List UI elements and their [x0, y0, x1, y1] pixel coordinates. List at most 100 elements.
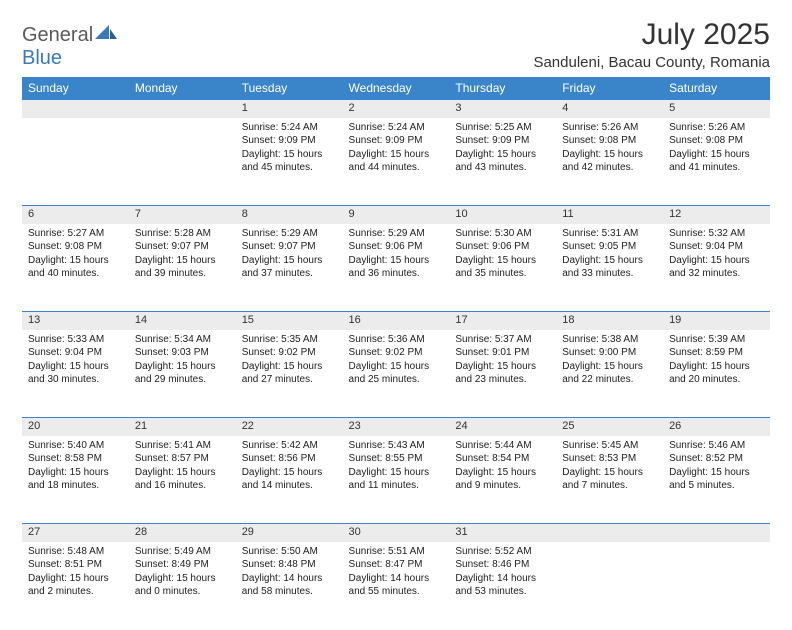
- daylight-line: Daylight: 15 hours and 43 minutes.: [455, 148, 550, 175]
- daylight-line: Daylight: 15 hours and 22 minutes.: [562, 360, 657, 387]
- day-content-cell: Sunrise: 5:31 AMSunset: 9:05 PMDaylight:…: [556, 224, 663, 312]
- sunset-line: Sunset: 8:54 PM: [455, 452, 550, 466]
- day-content-row: Sunrise: 5:24 AMSunset: 9:09 PMDaylight:…: [22, 118, 770, 206]
- sunset-line: Sunset: 8:57 PM: [135, 452, 230, 466]
- day-content-cell: Sunrise: 5:30 AMSunset: 9:06 PMDaylight:…: [449, 224, 556, 312]
- day-content-cell: [556, 542, 663, 630]
- sunrise-line: Sunrise: 5:24 AM: [242, 121, 337, 135]
- day-content-cell: Sunrise: 5:29 AMSunset: 9:07 PMDaylight:…: [236, 224, 343, 312]
- day-content-cell: Sunrise: 5:36 AMSunset: 9:02 PMDaylight:…: [343, 330, 450, 418]
- daylight-line: Daylight: 15 hours and 0 minutes.: [135, 572, 230, 599]
- day-number-cell: 28: [129, 524, 236, 542]
- sunset-line: Sunset: 8:46 PM: [455, 558, 550, 572]
- sunset-line: Sunset: 8:51 PM: [28, 558, 123, 572]
- daylight-line: Daylight: 15 hours and 14 minutes.: [242, 466, 337, 493]
- daylight-line: Daylight: 15 hours and 35 minutes.: [455, 254, 550, 281]
- day-content-cell: Sunrise: 5:52 AMSunset: 8:46 PMDaylight:…: [449, 542, 556, 630]
- sunset-line: Sunset: 9:02 PM: [242, 346, 337, 360]
- sunset-line: Sunset: 8:49 PM: [135, 558, 230, 572]
- day-number-cell: 26: [663, 418, 770, 436]
- sunset-line: Sunset: 8:59 PM: [669, 346, 764, 360]
- day-content-cell: Sunrise: 5:33 AMSunset: 9:04 PMDaylight:…: [22, 330, 129, 418]
- daylight-line: Daylight: 14 hours and 55 minutes.: [349, 572, 444, 599]
- day-content-cell: Sunrise: 5:46 AMSunset: 8:52 PMDaylight:…: [663, 436, 770, 524]
- sunrise-line: Sunrise: 5:32 AM: [669, 227, 764, 241]
- day-content-cell: Sunrise: 5:49 AMSunset: 8:49 PMDaylight:…: [129, 542, 236, 630]
- day-number-cell: [129, 100, 236, 118]
- sunrise-line: Sunrise: 5:51 AM: [349, 545, 444, 559]
- sunset-line: Sunset: 9:06 PM: [455, 240, 550, 254]
- sunset-line: Sunset: 9:02 PM: [349, 346, 444, 360]
- sunrise-line: Sunrise: 5:40 AM: [28, 439, 123, 453]
- day-content-cell: Sunrise: 5:48 AMSunset: 8:51 PMDaylight:…: [22, 542, 129, 630]
- sunrise-line: Sunrise: 5:39 AM: [669, 333, 764, 347]
- sunset-line: Sunset: 9:08 PM: [562, 134, 657, 148]
- day-content-cell: Sunrise: 5:41 AMSunset: 8:57 PMDaylight:…: [129, 436, 236, 524]
- weekday-header: Sunday: [22, 77, 129, 100]
- daylight-line: Daylight: 15 hours and 36 minutes.: [349, 254, 444, 281]
- sunset-line: Sunset: 8:52 PM: [669, 452, 764, 466]
- day-content-cell: Sunrise: 5:34 AMSunset: 9:03 PMDaylight:…: [129, 330, 236, 418]
- sunrise-line: Sunrise: 5:36 AM: [349, 333, 444, 347]
- day-number-cell: [663, 524, 770, 542]
- sunrise-line: Sunrise: 5:45 AM: [562, 439, 657, 453]
- daylight-line: Daylight: 15 hours and 39 minutes.: [135, 254, 230, 281]
- sunset-line: Sunset: 8:48 PM: [242, 558, 337, 572]
- calendar-table: SundayMondayTuesdayWednesdayThursdayFrid…: [22, 77, 770, 630]
- sunset-line: Sunset: 9:06 PM: [349, 240, 444, 254]
- logo-text-general: General: [22, 24, 93, 46]
- logo-text-blue: Blue: [22, 47, 62, 69]
- daylight-line: Daylight: 15 hours and 25 minutes.: [349, 360, 444, 387]
- sunrise-line: Sunrise: 5:27 AM: [28, 227, 123, 241]
- sunrise-line: Sunrise: 5:52 AM: [455, 545, 550, 559]
- sunrise-line: Sunrise: 5:28 AM: [135, 227, 230, 241]
- day-content-cell: Sunrise: 5:26 AMSunset: 9:08 PMDaylight:…: [663, 118, 770, 206]
- daylight-line: Daylight: 15 hours and 9 minutes.: [455, 466, 550, 493]
- daylight-line: Daylight: 15 hours and 41 minutes.: [669, 148, 764, 175]
- daylight-line: Daylight: 15 hours and 16 minutes.: [135, 466, 230, 493]
- sunset-line: Sunset: 9:07 PM: [135, 240, 230, 254]
- day-number-cell: 14: [129, 312, 236, 330]
- daylight-line: Daylight: 15 hours and 7 minutes.: [562, 466, 657, 493]
- day-number-cell: 1: [236, 100, 343, 118]
- sunset-line: Sunset: 9:00 PM: [562, 346, 657, 360]
- day-number-cell: 31: [449, 524, 556, 542]
- sunrise-line: Sunrise: 5:48 AM: [28, 545, 123, 559]
- daylight-line: Daylight: 15 hours and 23 minutes.: [455, 360, 550, 387]
- sunrise-line: Sunrise: 5:50 AM: [242, 545, 337, 559]
- daylight-line: Daylight: 15 hours and 33 minutes.: [562, 254, 657, 281]
- daylight-line: Daylight: 15 hours and 44 minutes.: [349, 148, 444, 175]
- day-number-cell: 3: [449, 100, 556, 118]
- day-content-cell: Sunrise: 5:43 AMSunset: 8:55 PMDaylight:…: [343, 436, 450, 524]
- sunrise-line: Sunrise: 5:34 AM: [135, 333, 230, 347]
- daylight-line: Daylight: 15 hours and 11 minutes.: [349, 466, 444, 493]
- day-number-cell: 6: [22, 206, 129, 224]
- day-number-cell: [22, 100, 129, 118]
- sunset-line: Sunset: 8:56 PM: [242, 452, 337, 466]
- day-content-row: Sunrise: 5:27 AMSunset: 9:08 PMDaylight:…: [22, 224, 770, 312]
- day-number-cell: 10: [449, 206, 556, 224]
- daylight-line: Daylight: 15 hours and 27 minutes.: [242, 360, 337, 387]
- day-number-cell: 13: [22, 312, 129, 330]
- day-number-cell: 9: [343, 206, 450, 224]
- day-number-cell: 22: [236, 418, 343, 436]
- weekday-header: Saturday: [663, 77, 770, 100]
- day-content-row: Sunrise: 5:33 AMSunset: 9:04 PMDaylight:…: [22, 330, 770, 418]
- day-content-cell: Sunrise: 5:51 AMSunset: 8:47 PMDaylight:…: [343, 542, 450, 630]
- weekday-header: Friday: [556, 77, 663, 100]
- daylight-line: Daylight: 15 hours and 20 minutes.: [669, 360, 764, 387]
- page-header: General Blue July 2025 Sanduleni, Bacau …: [22, 18, 770, 71]
- day-content-cell: Sunrise: 5:44 AMSunset: 8:54 PMDaylight:…: [449, 436, 556, 524]
- day-content-cell: Sunrise: 5:25 AMSunset: 9:09 PMDaylight:…: [449, 118, 556, 206]
- daylight-line: Daylight: 15 hours and 32 minutes.: [669, 254, 764, 281]
- location-subtitle: Sanduleni, Bacau County, Romania: [533, 54, 770, 71]
- sunrise-line: Sunrise: 5:37 AM: [455, 333, 550, 347]
- daylight-line: Daylight: 15 hours and 40 minutes.: [28, 254, 123, 281]
- sunrise-line: Sunrise: 5:31 AM: [562, 227, 657, 241]
- daylight-line: Daylight: 15 hours and 5 minutes.: [669, 466, 764, 493]
- weekday-header: Tuesday: [236, 77, 343, 100]
- day-content-cell: Sunrise: 5:29 AMSunset: 9:06 PMDaylight:…: [343, 224, 450, 312]
- sunset-line: Sunset: 9:01 PM: [455, 346, 550, 360]
- day-number-cell: 30: [343, 524, 450, 542]
- day-number-cell: 15: [236, 312, 343, 330]
